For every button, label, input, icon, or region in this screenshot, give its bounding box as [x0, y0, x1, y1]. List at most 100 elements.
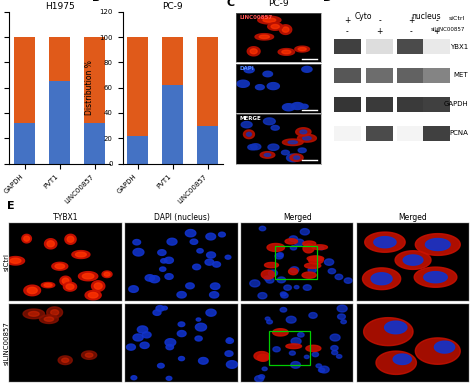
Polygon shape	[157, 363, 164, 368]
Polygon shape	[376, 351, 417, 374]
Polygon shape	[268, 144, 279, 151]
Polygon shape	[47, 241, 55, 247]
Polygon shape	[277, 277, 285, 283]
Polygon shape	[263, 18, 276, 22]
Polygon shape	[23, 309, 45, 319]
Text: B: B	[92, 0, 101, 4]
Text: -: -	[378, 16, 381, 25]
Text: E: E	[7, 201, 15, 211]
Polygon shape	[301, 104, 308, 108]
Bar	[334, 39, 361, 54]
Text: MERGE: MERGE	[239, 117, 261, 121]
Polygon shape	[44, 284, 52, 287]
Polygon shape	[255, 376, 264, 382]
Polygon shape	[278, 49, 294, 55]
Polygon shape	[281, 293, 288, 298]
Polygon shape	[289, 351, 295, 355]
Polygon shape	[393, 354, 411, 365]
Text: D: D	[323, 0, 332, 4]
Bar	[162, 37, 183, 85]
Title: T-YBX1: T-YBX1	[53, 213, 78, 222]
Title: Merged: Merged	[399, 213, 428, 222]
Polygon shape	[291, 362, 301, 368]
Polygon shape	[395, 251, 431, 269]
Bar	[127, 37, 148, 136]
Polygon shape	[62, 278, 69, 284]
Text: DAPI: DAPI	[239, 66, 254, 71]
Bar	[423, 68, 450, 83]
Polygon shape	[264, 118, 275, 125]
Polygon shape	[165, 274, 173, 279]
Polygon shape	[303, 136, 311, 140]
Polygon shape	[302, 66, 312, 72]
Polygon shape	[60, 276, 71, 285]
Polygon shape	[145, 275, 155, 281]
Polygon shape	[266, 278, 274, 283]
Polygon shape	[244, 67, 254, 73]
Polygon shape	[301, 229, 310, 235]
Bar	[334, 126, 361, 141]
Polygon shape	[277, 253, 283, 257]
Bar	[397, 39, 425, 54]
Text: PC-9: PC-9	[268, 0, 289, 8]
Polygon shape	[241, 122, 252, 128]
Polygon shape	[290, 154, 303, 161]
Polygon shape	[178, 322, 185, 326]
Polygon shape	[255, 85, 264, 90]
Polygon shape	[45, 239, 57, 249]
Polygon shape	[304, 355, 309, 358]
Text: +: +	[376, 27, 383, 36]
Text: LINC00857: LINC00857	[239, 15, 273, 20]
Polygon shape	[289, 268, 298, 275]
Polygon shape	[254, 351, 269, 360]
Polygon shape	[227, 361, 237, 368]
Polygon shape	[41, 282, 55, 288]
Polygon shape	[85, 291, 101, 300]
Polygon shape	[303, 244, 314, 253]
Polygon shape	[206, 309, 216, 316]
Polygon shape	[312, 352, 319, 357]
Polygon shape	[264, 153, 271, 156]
Polygon shape	[296, 128, 311, 136]
Polygon shape	[287, 154, 300, 162]
Polygon shape	[258, 16, 281, 24]
Polygon shape	[374, 237, 396, 248]
Text: C: C	[226, 0, 234, 8]
Polygon shape	[88, 292, 98, 298]
Polygon shape	[185, 230, 196, 237]
Polygon shape	[52, 262, 68, 270]
Polygon shape	[259, 226, 266, 231]
Polygon shape	[268, 270, 277, 276]
Bar	[397, 97, 425, 112]
Polygon shape	[24, 285, 41, 296]
Polygon shape	[129, 286, 138, 292]
Polygon shape	[142, 332, 151, 338]
Polygon shape	[328, 269, 336, 274]
Polygon shape	[206, 233, 216, 240]
Bar	[366, 39, 393, 54]
Polygon shape	[264, 262, 279, 268]
Polygon shape	[244, 130, 255, 138]
Bar	[14, 37, 35, 123]
Polygon shape	[260, 152, 275, 158]
Polygon shape	[307, 256, 324, 261]
Polygon shape	[133, 334, 143, 341]
Polygon shape	[210, 292, 219, 298]
Polygon shape	[55, 264, 64, 269]
Polygon shape	[344, 278, 352, 283]
Bar	[14, 123, 35, 163]
Polygon shape	[104, 272, 110, 276]
Polygon shape	[275, 254, 283, 259]
Polygon shape	[264, 276, 271, 280]
Polygon shape	[72, 251, 90, 259]
Polygon shape	[331, 346, 338, 351]
Polygon shape	[332, 351, 338, 355]
Polygon shape	[153, 310, 161, 316]
Polygon shape	[195, 336, 202, 341]
Polygon shape	[291, 246, 297, 250]
Polygon shape	[280, 292, 286, 296]
Polygon shape	[213, 262, 220, 267]
Polygon shape	[341, 320, 346, 324]
Polygon shape	[158, 250, 166, 255]
Polygon shape	[262, 367, 267, 370]
